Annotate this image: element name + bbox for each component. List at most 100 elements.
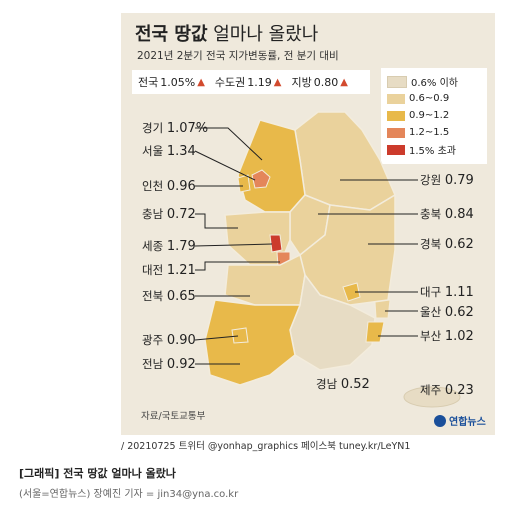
label-gwangju: 광주 0.90: [142, 332, 196, 348]
region-busan: [365, 321, 385, 343]
label-chungnam: 충남 0.72: [142, 206, 196, 222]
legend-item: 0.6~0.9: [387, 90, 481, 107]
region-value: 1.11: [444, 285, 474, 300]
legend-label: 0.6% 이하: [411, 78, 458, 89]
summary-local: 지방 0.80 ▲: [291, 74, 347, 90]
region-name: 충북: [420, 207, 442, 221]
legend-swatch: [387, 93, 405, 104]
credit-line: / 20210725 트위터 @yonhap_graphics 페이스북 tun…: [121, 441, 411, 452]
up-arrow-icon: ▲: [340, 76, 348, 88]
region-name: 세종: [142, 239, 164, 253]
source-note: 자료/국토교통부: [141, 411, 206, 422]
summary-label: 수도권: [214, 76, 246, 89]
region-value: 0.65: [166, 289, 196, 304]
label-seoul: 서울 1.34: [142, 143, 196, 159]
up-arrow-icon: ▲: [273, 76, 282, 88]
label-jeonbuk: 전북 0.65: [142, 288, 196, 304]
yonhap-logo: 연합뉴스: [434, 413, 486, 428]
region-name: 대전: [142, 263, 164, 277]
infographic-title: 전국 땅값 얼마나 올랐나: [135, 20, 318, 46]
logo-text: 연합뉴스: [449, 417, 486, 428]
region-name: 전북: [142, 289, 164, 303]
region-value: 0.62: [444, 237, 474, 252]
region-name: 서울: [142, 144, 164, 158]
legend-label: 0.9~1.2: [409, 110, 450, 121]
region-name: 강원: [420, 173, 442, 187]
region-incheon: [237, 174, 251, 193]
region-name: 광주: [142, 333, 164, 347]
title-rest: 얼마나 올랐나: [213, 24, 319, 45]
label-busan: 부산 1.02: [420, 328, 474, 344]
legend-item: 1.2~1.5: [387, 124, 481, 141]
region-name: 경기: [142, 121, 164, 135]
region-value: 0.62: [444, 305, 474, 320]
region-value: 1.79: [166, 239, 196, 254]
title-bold: 전국 땅값: [135, 24, 208, 45]
region-name: 경북: [420, 237, 442, 251]
summary-capital: 수도권 1.19 ▲: [215, 74, 282, 90]
subtitle: 2021년 2분기 전국 지가변동률, 전 분기 대비: [137, 50, 339, 62]
region-value: 0.23: [444, 383, 474, 398]
legend-swatch: [387, 75, 407, 88]
region-value: 0.72: [166, 207, 196, 222]
label-gyeongnam: 경남 0.52: [316, 376, 370, 392]
region-value: 0.84: [444, 207, 474, 222]
yonhap-logo-icon: [434, 414, 446, 427]
up-arrow-icon: ▲: [197, 76, 205, 88]
summary-value: 1.05%: [160, 75, 196, 89]
legend-item: 0.6% 이하: [387, 73, 481, 90]
summary-label: 지방: [291, 76, 312, 89]
region-value: 0.52: [340, 377, 370, 392]
legend-swatch: [387, 127, 405, 138]
region-value: 0.92: [166, 357, 196, 372]
region-value: 0.96: [166, 179, 196, 194]
summary-value: 1.19: [247, 75, 272, 89]
label-jeju: 제주 0.23: [420, 382, 474, 398]
label-gyeonggi: 경기 1.07%: [142, 120, 208, 136]
region-ulsan: [374, 299, 391, 319]
region-jeonnam: [204, 299, 302, 386]
label-gyeongbuk: 경북 0.62: [420, 236, 474, 252]
region-gangwon: [294, 111, 396, 211]
legend-swatch: [387, 144, 405, 155]
region-value: 1.21: [166, 263, 196, 278]
region-value: 0.79: [444, 173, 474, 188]
region-name: 인천: [142, 179, 164, 193]
region-jeju: [403, 386, 461, 408]
region-value: 1.02: [444, 329, 474, 344]
label-incheon: 인천 0.96: [142, 178, 196, 194]
label-chungbuk: 충북 0.84: [420, 206, 474, 222]
region-gwangju: [231, 327, 249, 344]
region-seoul: [251, 169, 271, 189]
region-name: 부산: [420, 329, 442, 343]
label-daegu: 대구 1.11: [420, 284, 474, 300]
region-name: 울산: [420, 305, 442, 319]
label-ulsan: 울산 0.62: [420, 304, 474, 320]
region-daegu: [342, 282, 361, 302]
legend-label: 1.5% 초과: [409, 146, 456, 157]
legend-item: 0.9~1.2: [387, 107, 481, 124]
map-legend: 0.6% 이하 0.6~0.9 0.9~1.2 1.2~1.5 1.5% 초과: [381, 68, 487, 164]
region-value: 1.07%: [166, 121, 209, 136]
region-name: 제주: [420, 383, 442, 397]
region-name: 전남: [142, 357, 164, 371]
region-sejong: [269, 234, 283, 253]
legend-item: 1.5% 초과: [387, 141, 481, 158]
region-name: 경남: [316, 377, 338, 391]
summary-label: 전국: [138, 76, 159, 89]
label-gangwon: 강원 0.79: [420, 172, 474, 188]
caption: [그래픽] 전국 땅값 얼마나 올랐나: [19, 467, 176, 480]
region-value: 0.90: [166, 333, 196, 348]
summary-value: 0.80: [313, 75, 339, 89]
region-gyeonggi: [237, 119, 306, 213]
legend-label: 0.6~0.9: [409, 93, 450, 104]
summary-national: 전국 1.05% ▲: [138, 74, 205, 90]
region-name: 충남: [142, 207, 164, 221]
label-sejong: 세종 1.79: [142, 238, 196, 254]
region-name: 대구: [420, 285, 442, 299]
label-jeonnam: 전남 0.92: [142, 356, 196, 372]
leader-lines: [194, 127, 418, 365]
byline: (서울=연합뉴스) 장예진 기자 = jin34@yna.co.kr: [19, 489, 239, 500]
region-value: 1.34: [166, 144, 196, 159]
